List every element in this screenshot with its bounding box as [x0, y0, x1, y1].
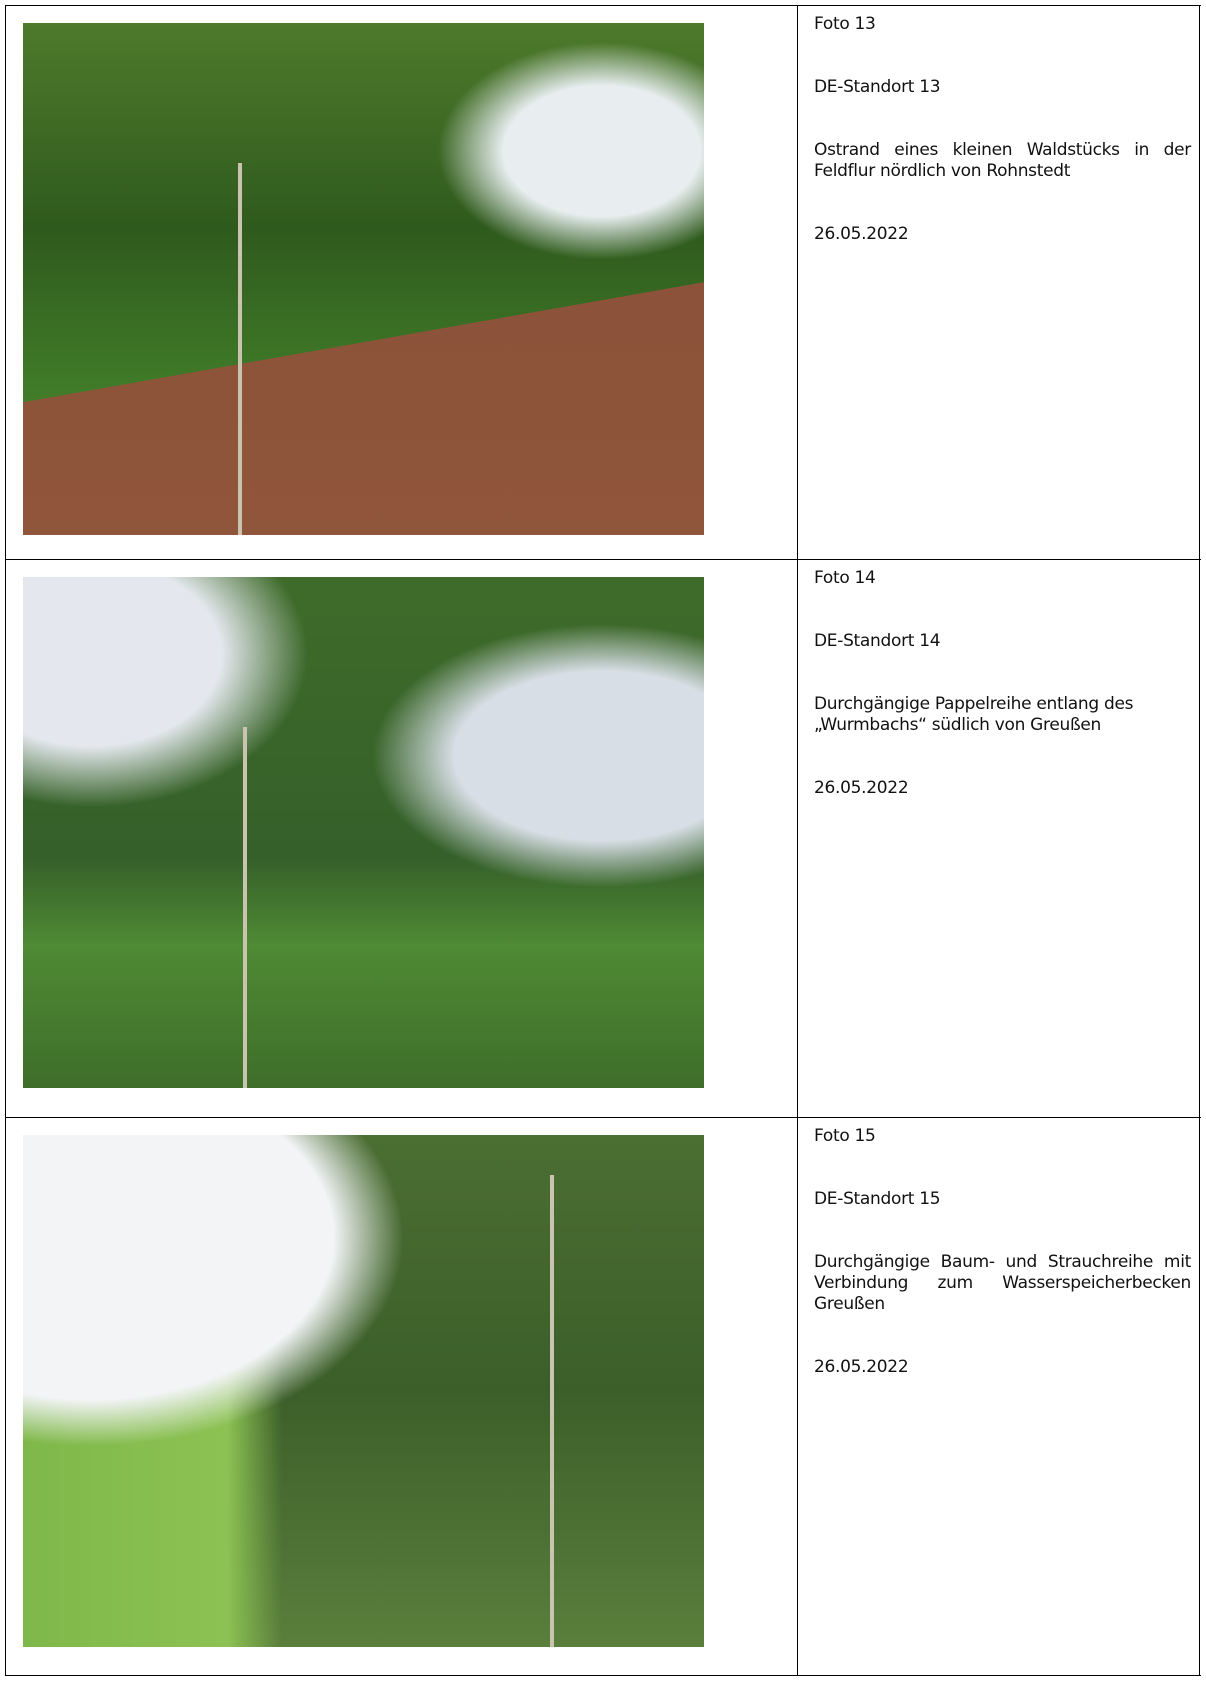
date: 26.05.2022: [814, 1357, 1191, 1378]
photo-cell: [6, 560, 798, 1117]
text-cell: Foto 15 DE-Standort 15 Durchgängige Baum…: [798, 1118, 1200, 1675]
pole: [238, 163, 242, 535]
description: Ostrand eines kleinen Waldstücks in der …: [814, 140, 1191, 182]
text-cell: Foto 13 DE-Standort 13 Ostrand eines kle…: [798, 6, 1200, 559]
table-row: Foto 14 DE-Standort 14 Durchgängige Papp…: [6, 560, 1201, 1118]
pole: [243, 727, 247, 1088]
page: Foto 13 DE-Standort 13 Ostrand eines kle…: [0, 0, 1206, 1681]
table-row: Foto 13 DE-Standort 13 Ostrand eines kle…: [6, 6, 1201, 560]
photo-number: Foto 15: [814, 1126, 1191, 1147]
photo-cell: [6, 6, 798, 559]
site: DE-Standort 14: [814, 631, 1191, 652]
photo-number: Foto 13: [814, 14, 1191, 35]
photo-cell: [6, 1118, 798, 1675]
date: 26.05.2022: [814, 224, 1191, 245]
site: DE-Standort 15: [814, 1189, 1191, 1210]
text-cell: Foto 14 DE-Standort 14 Durchgängige Papp…: [798, 560, 1200, 1117]
photo-number: Foto 14: [814, 568, 1191, 589]
photo: [23, 577, 704, 1088]
description: Durchgängige Baum- und Strauchreihe mit …: [814, 1252, 1191, 1315]
photo-table: Foto 13 DE-Standort 13 Ostrand eines kle…: [5, 5, 1201, 1676]
table-row: Foto 15 DE-Standort 15 Durchgängige Baum…: [6, 1118, 1201, 1676]
date: 26.05.2022: [814, 778, 1191, 799]
description: Durchgängige Pappelreihe entlang des „Wu…: [814, 694, 1191, 736]
pole: [550, 1175, 554, 1647]
photo: [23, 1135, 704, 1647]
photo: [23, 23, 704, 535]
site: DE-Standort 13: [814, 77, 1191, 98]
